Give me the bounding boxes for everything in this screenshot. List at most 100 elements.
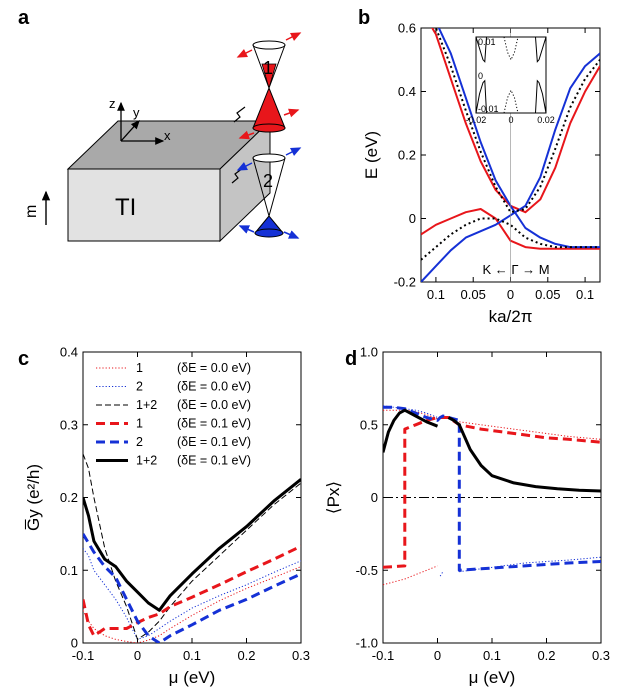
y-tick-label: 0.2 [60, 490, 78, 505]
x-tick-label: 0.3 [592, 648, 610, 663]
x-tick-label: 0.1 [427, 287, 445, 302]
inset-series-3 [475, 79, 487, 114]
series-line-5 [459, 556, 601, 573]
ti-label: TI [115, 194, 136, 221]
legend-series-name: 1 [136, 361, 143, 375]
y-axis-label: E (eV) [362, 131, 381, 179]
panel-label-b: b [358, 7, 370, 29]
inset-x-tick-label: -0.02 [466, 115, 487, 125]
inset-x-tick-label: 0.02 [537, 115, 555, 125]
cone-1-label: 1 [263, 58, 273, 78]
ti-block-front [67, 168, 221, 242]
legend-series-note: (δE = 0.0 eV) [177, 398, 251, 412]
dirac-cone-1: 1 [236, 32, 302, 140]
legend-series-note: (δE = 0.0 eV) [177, 380, 251, 394]
inset-series-6 [503, 89, 519, 114]
legend-series-name: 2 [136, 380, 143, 394]
y-tick-label: 0 [71, 636, 78, 651]
y-tick-label: 0.6 [398, 21, 416, 36]
series-line-5 [83, 533, 301, 643]
x-tick-label: 0.1 [183, 648, 201, 663]
cone-2-label: 2 [263, 171, 273, 191]
y-tick-label: 0 [409, 211, 416, 226]
schematic-panel-a: TI z y x m 1 [23, 32, 302, 243]
series-line-7 [383, 416, 601, 569]
y-axis-label: y [133, 105, 140, 120]
conductance-chart: -0.1 0 0.1 0.2 0.300.10.20.30.4μ (eV)G̅y (e²… [24, 345, 310, 688]
y-tick-label: 0 [371, 490, 378, 505]
x-tick-label: 0 [507, 287, 514, 302]
y-tick-label: -0.2 [394, 275, 416, 290]
x-axis-label: x [164, 128, 171, 143]
x-tick-label: 0.05 [461, 287, 486, 302]
panel-label-c: c [18, 348, 29, 370]
y-tick-label: 0.4 [60, 345, 78, 360]
series-line-1 [383, 565, 438, 586]
series-line-4 [439, 571, 444, 577]
inset-series-4 [535, 79, 547, 114]
x-tick-label: 0.2 [237, 648, 255, 663]
series-line-3 [459, 421, 601, 440]
leader-1 [233, 106, 246, 123]
y-tick-label: 0.3 [60, 417, 78, 432]
series-line-6 [83, 478, 301, 612]
panel-label-a: a [18, 7, 30, 29]
y-tick-label: 0.4 [398, 84, 416, 99]
series-group [83, 453, 301, 643]
series-line-6 [421, 217, 600, 261]
y-tick-label: -0.5 [356, 563, 378, 578]
y-tick-label: 0.5 [360, 417, 378, 432]
legend-series-name: 1 [136, 417, 143, 431]
legend-series-note: (δE = 0.1 eV) [177, 435, 251, 449]
inset-series-2 [535, 36, 547, 63]
series-line-5 [434, 28, 600, 214]
inset-x-tick-label: 0 [508, 115, 513, 125]
x-axis-label: ka/2π [489, 307, 533, 326]
inset-y-tick-label: -0.01 [478, 104, 499, 114]
y-tick-label: 0.1 [60, 563, 78, 578]
series-line-9 [383, 408, 439, 453]
inset-y-tick-label: 0.01 [478, 37, 496, 47]
x-tick-label: 0.1 [483, 648, 501, 663]
band-structure-chart: 0.1 0.05 0 0.05 0.1 -0.2 0 0.2 0.4 0.6 ka/2π E (eV)… [362, 21, 601, 326]
dirac-cone-2: 2 [236, 147, 302, 239]
series-line-3 [83, 453, 301, 640]
y-tick-label: 0.2 [398, 148, 416, 163]
panel-label-d: d [345, 348, 357, 370]
y-tick-label: 1.0 [360, 345, 378, 360]
x-tick-label: 0 [134, 648, 141, 663]
inset-y-tick-label: 0 [478, 71, 483, 81]
x-tick-label: 0.2 [537, 648, 555, 663]
legend: 1 (δE = 0.0 eV) 2 (δE = 0.0 eV) 1+2 (δE = 0.0… [96, 361, 251, 468]
inset-series-5 [503, 36, 519, 61]
legend-series-name: 1+2 [136, 398, 157, 412]
x-tick-label: 0.1 [576, 287, 594, 302]
k-gamma-m-annotation: K ← Γ → M [482, 262, 549, 277]
x-axis-label: μ (eV) [169, 668, 216, 687]
y-tick-label: -1.0 [356, 636, 378, 651]
series-line-10 [447, 416, 601, 493]
y-axis-label: G̅y (e²/h) [24, 464, 43, 531]
spin-polarization-chart: -0.1 0 0.1 0.2 0.3 -1.0 -0.5 0 0.5 1.0 μ (eV) ⟨Px⟩ [324, 345, 610, 688]
y-axis [120, 120, 140, 142]
x-axis-label: μ (eV) [469, 668, 516, 687]
legend-series-note: (δE = 0.1 eV) [177, 454, 251, 468]
z-axis-label: z [109, 96, 116, 111]
inset-frame [475, 36, 547, 114]
x-tick-label: -0.1 [372, 648, 394, 663]
legend-series-name: 2 [136, 435, 143, 449]
series-line-4 [83, 544, 301, 638]
magnetization-label: m [23, 205, 40, 218]
series-group [383, 405, 601, 586]
leader-2 [231, 167, 244, 184]
x-tick-label: 0.3 [292, 648, 310, 663]
x-tick-label: 0 [434, 648, 441, 663]
x-tick-label: -0.1 [72, 648, 94, 663]
series-line-1 [83, 566, 301, 643]
legend-series-note: (δE = 0.1 eV) [177, 417, 251, 431]
x-tick-label: 0.05 [535, 287, 560, 302]
y-axis-label: ⟨Px⟩ [324, 481, 343, 514]
legend-series-name: 1+2 [136, 454, 157, 468]
legend-series-note: (δE = 0.0 eV) [177, 361, 251, 375]
